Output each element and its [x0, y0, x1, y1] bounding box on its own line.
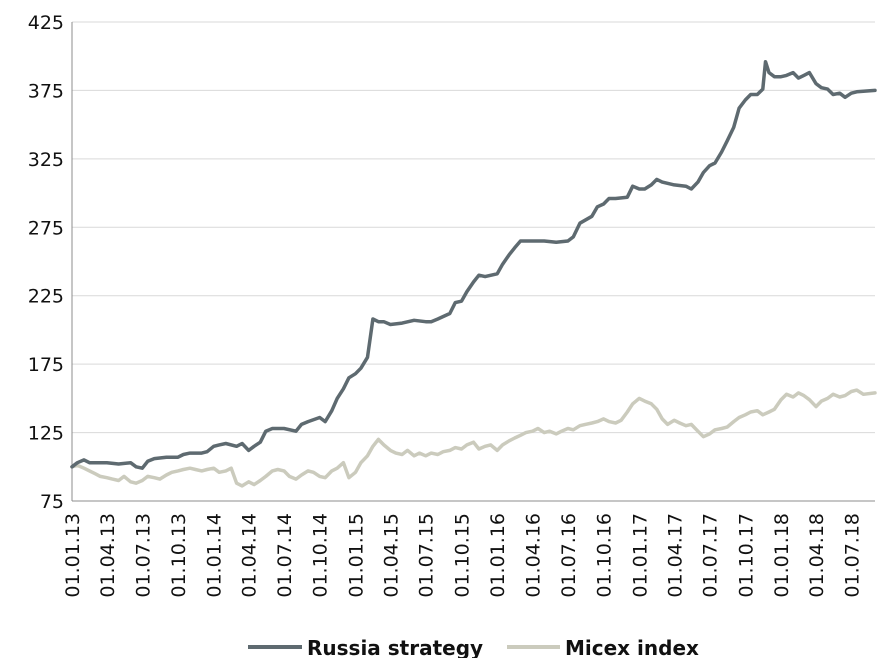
series-lines	[70, 59, 877, 488]
series-line-russia-strategy	[70, 59, 877, 470]
series-line-micex-index	[70, 388, 877, 488]
gridlines	[72, 21, 875, 502]
y-tick-label: 75	[40, 491, 64, 513]
y-tick-label: 325	[28, 149, 64, 171]
x-tick-label: 01.07.13	[132, 513, 154, 598]
x-tick-label: 01.04.14	[239, 513, 261, 598]
x-tick-label: 01.04.13	[97, 513, 119, 598]
x-tick-label: 01.07.17	[700, 513, 722, 598]
y-tick-label: 125	[28, 423, 64, 445]
x-tick-label: 01.01.17	[629, 513, 651, 598]
x-tick-label: 01.10.16	[594, 513, 616, 598]
legend-label: Russia strategy	[307, 636, 483, 658]
x-tick-label: 01.01.18	[771, 513, 793, 598]
x-tick-label: 01.01.13	[62, 513, 84, 598]
x-tick-label: 01.01.14	[204, 513, 226, 598]
x-tick-label: 01.04.16	[523, 513, 545, 598]
x-tick-label: 01.10.17	[735, 513, 757, 598]
legend-label: Micex index	[565, 636, 699, 658]
x-tick-label: 01.07.16	[558, 513, 580, 598]
y-tick-label: 425	[28, 12, 64, 34]
y-tick-label: 225	[28, 286, 64, 308]
y-tick-label: 375	[28, 80, 64, 102]
x-tick-label: 01.07.14	[274, 513, 296, 598]
x-axis: 01.01.13 01.04.13 01.07.13 01.10.13 01.01.14…	[62, 500, 875, 598]
y-tick-label: 275	[28, 217, 64, 239]
x-tick-label: 01.07.18	[841, 513, 863, 598]
x-tick-label: 01.10.15	[451, 513, 473, 598]
x-tick-label: 01.10.14	[310, 513, 332, 598]
x-tick-label: 01.04.18	[806, 513, 828, 598]
x-tick-label: 01.01.15	[345, 513, 367, 598]
x-tick-label: 01.10.13	[168, 513, 190, 598]
x-tick-label: 01.04.15	[380, 513, 402, 598]
y-axis: 75 125 175 225 275 325 375 425	[28, 12, 73, 513]
x-tick-label: 01.07.15	[416, 513, 438, 598]
x-tick-label: 01.01.16	[487, 513, 509, 598]
legend: Russia strategy Micex index	[248, 636, 699, 658]
x-tick-label: 01.04.17	[664, 513, 686, 598]
y-tick-label: 175	[28, 354, 64, 376]
